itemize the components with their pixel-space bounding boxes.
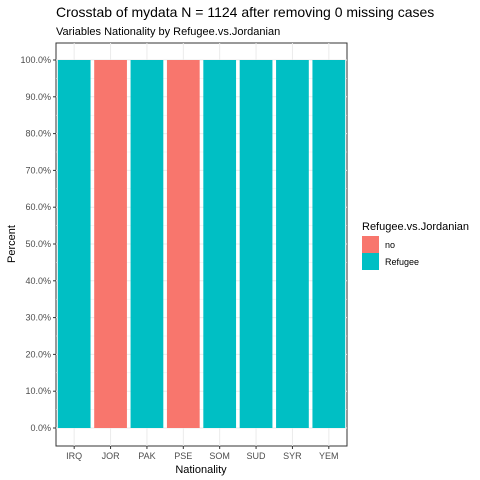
bar-jor	[94, 60, 127, 428]
x-axis-ticks: IRQ JOR PAK PSE SOM SUD SYR YEM	[66, 446, 339, 461]
legend-label-refugee: Refugee	[385, 257, 419, 267]
bar-yem	[312, 60, 346, 428]
y-tick-label: 40.0%	[25, 276, 51, 286]
x-tick-label: YEM	[319, 451, 339, 461]
x-tick-label: JOR	[102, 451, 121, 461]
bar-pak	[130, 60, 164, 428]
bar-syr	[276, 60, 309, 428]
x-tick-label: PAK	[138, 451, 155, 461]
bar-pse	[166, 60, 200, 428]
x-tick-label: SOM	[209, 451, 230, 461]
y-tick-label: 0.0%	[30, 423, 51, 433]
bar-irq	[57, 60, 91, 428]
bar-som	[203, 60, 237, 428]
chart-subtitle: Variables Nationality by Refugee.vs.Jord…	[56, 26, 280, 38]
bar-sud	[239, 60, 273, 428]
x-tick-label: PSE	[174, 451, 192, 461]
x-tick-label: SYR	[283, 451, 302, 461]
y-tick-label: 80.0%	[25, 129, 51, 139]
y-tick-label: 20.0%	[25, 349, 51, 359]
y-tick-label: 30.0%	[25, 313, 51, 323]
chart-title: Crosstab of mydata N = 1124 after removi…	[56, 4, 434, 20]
y-tick-label: 90.0%	[25, 92, 51, 102]
legend: Refugee.vs.Jordanian no Refugee	[362, 221, 469, 270]
x-axis-title: Nationality	[175, 464, 227, 476]
legend-title: Refugee.vs.Jordanian	[362, 221, 469, 233]
legend-key-no	[362, 236, 379, 253]
y-tick-label: 60.0%	[25, 202, 51, 212]
y-tick-label: 50.0%	[25, 239, 51, 249]
x-tick-label: IRQ	[66, 451, 82, 461]
legend-key-refugee	[362, 253, 379, 270]
y-tick-label: 100.0%	[20, 55, 51, 65]
x-tick-label: SUD	[247, 451, 267, 461]
legend-label-no: no	[385, 240, 395, 250]
y-tick-label: 10.0%	[25, 386, 51, 396]
y-axis-ticks: 0.0% 10.0% 20.0% 30.0% 40.0% 50.0% 60.0% 70.0% 8…	[20, 55, 56, 433]
y-axis-title: Percent	[6, 225, 18, 263]
bars	[57, 60, 346, 428]
y-tick-label: 70.0%	[25, 165, 51, 175]
